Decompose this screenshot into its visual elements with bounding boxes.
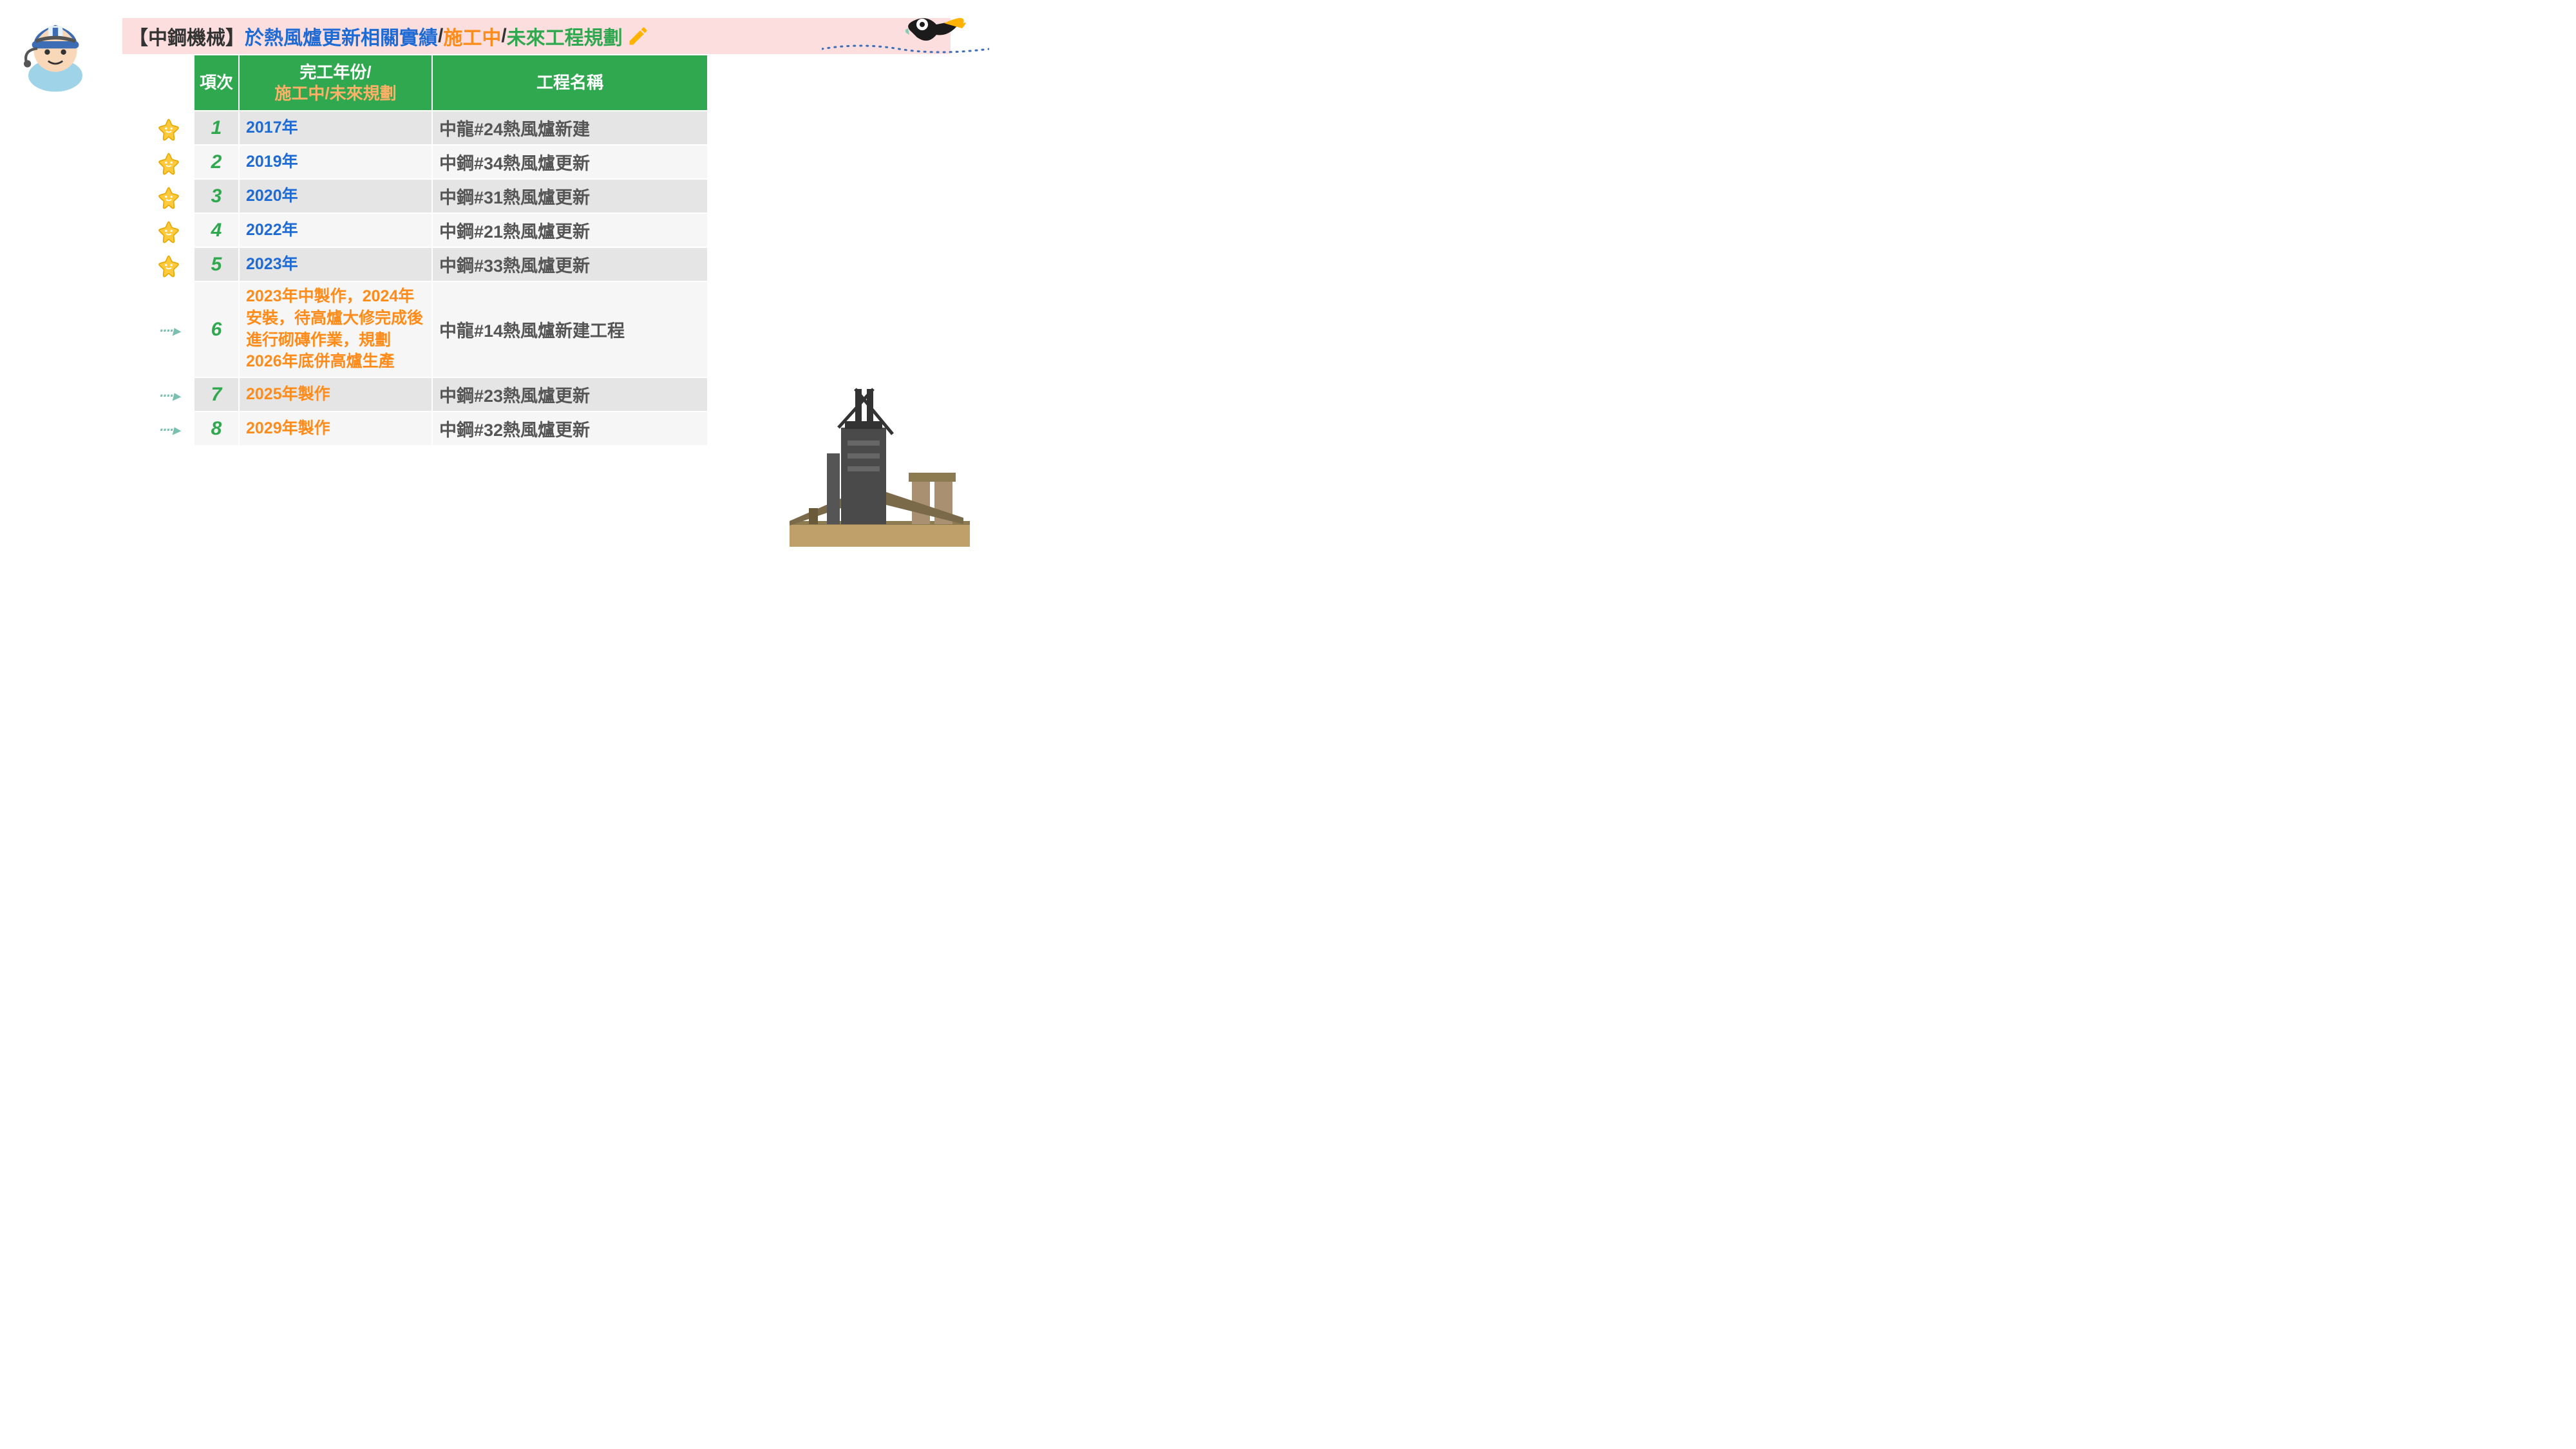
table-row: 32020年中鋼#31熱風爐更新 bbox=[194, 179, 708, 213]
pencil-icon bbox=[627, 24, 650, 48]
table-row: 8····▸2029年製作中鋼#32熱風爐更新 bbox=[194, 412, 708, 446]
th-name-label: 工程名稱 bbox=[536, 73, 603, 92]
table-row: 22019年中鋼#34熱風爐更新 bbox=[194, 145, 708, 179]
th-name: 工程名稱 bbox=[432, 55, 708, 111]
table-row: 6····▸2023年中製作，2024年安裝，待高爐大修完成後進行砌磚作業，規劃… bbox=[194, 281, 708, 377]
table-row: 42022年中鋼#21熱風爐更新 bbox=[194, 213, 708, 247]
th-year: 完工年份/ 施工中/未來規劃 bbox=[239, 55, 432, 111]
arrow-icon: ····▸ bbox=[155, 384, 183, 406]
th-index: 項次 bbox=[194, 55, 239, 111]
cell-project-name: 中鋼#32熱風爐更新 bbox=[432, 412, 708, 446]
cell-year: 2022年 bbox=[239, 213, 432, 247]
title-slash2: / bbox=[501, 25, 506, 47]
title-prefix: 【中鋼機械】 bbox=[129, 22, 245, 50]
title-mid: 施工中 bbox=[443, 22, 501, 50]
cell-project-name: 中鋼#33熱風爐更新 bbox=[432, 247, 708, 281]
cell-year: 2025年製作 bbox=[239, 377, 432, 412]
project-table-wrap: 項次 完工年份/ 施工中/未來規劃 工程名稱 12017年中龍#24熱風爐新建2… bbox=[193, 54, 708, 446]
cell-index: 7····▸ bbox=[194, 377, 239, 412]
th-year-line1: 完工年份/ bbox=[299, 62, 371, 82]
cell-project-name: 中龍#24熱風爐新建 bbox=[432, 111, 708, 145]
th-year-line2: 施工中/未來規劃 bbox=[274, 84, 396, 103]
cell-year: 2023年中製作，2024年安裝，待高爐大修完成後進行砌磚作業，規劃2026年底… bbox=[239, 281, 432, 377]
title-slash1: / bbox=[438, 25, 443, 47]
table-row: 52023年中鋼#33熱風爐更新 bbox=[194, 247, 708, 281]
cell-index: 2 bbox=[194, 145, 239, 179]
title-end: 未來工程規劃 bbox=[507, 22, 623, 50]
table-row: 7····▸2025年製作中鋼#23熱風爐更新 bbox=[194, 377, 708, 412]
cell-project-name: 中鋼#34熱風爐更新 bbox=[432, 145, 708, 179]
worker-avatar-icon bbox=[10, 5, 100, 95]
cell-year: 2023年 bbox=[239, 247, 432, 281]
cell-year: 2020年 bbox=[239, 179, 432, 213]
cell-index: 8····▸ bbox=[194, 412, 239, 446]
star-icon bbox=[155, 117, 183, 148]
cell-index: 1 bbox=[194, 111, 239, 145]
cell-index: 5 bbox=[194, 247, 239, 281]
star-icon bbox=[155, 185, 183, 216]
arrow-icon: ····▸ bbox=[155, 418, 183, 440]
arrow-icon: ····▸ bbox=[155, 319, 183, 341]
factory-icon bbox=[783, 383, 976, 550]
cell-project-name: 中鋼#21熱風爐更新 bbox=[432, 213, 708, 247]
cell-index: 3 bbox=[194, 179, 239, 213]
cell-year: 2019年 bbox=[239, 145, 432, 179]
cell-index: 6····▸ bbox=[194, 281, 239, 377]
dotted-trail-icon bbox=[822, 43, 989, 55]
title-main: 於熱風爐更新相關實績 bbox=[245, 22, 438, 50]
cell-project-name: 中龍#14熱風爐新建工程 bbox=[432, 281, 708, 377]
star-icon bbox=[155, 254, 183, 285]
cell-project-name: 中鋼#31熱風爐更新 bbox=[432, 179, 708, 213]
star-icon bbox=[155, 151, 183, 182]
star-icon bbox=[155, 220, 183, 251]
project-table: 項次 完工年份/ 施工中/未來規劃 工程名稱 12017年中龍#24熱風爐新建2… bbox=[193, 54, 708, 446]
table-row: 12017年中龍#24熱風爐新建 bbox=[194, 111, 708, 145]
cell-year: 2029年製作 bbox=[239, 412, 432, 446]
cell-index: 4 bbox=[194, 213, 239, 247]
cell-year: 2017年 bbox=[239, 111, 432, 145]
cell-project-name: 中鋼#23熱風爐更新 bbox=[432, 377, 708, 412]
th-index-label: 項次 bbox=[200, 73, 233, 92]
